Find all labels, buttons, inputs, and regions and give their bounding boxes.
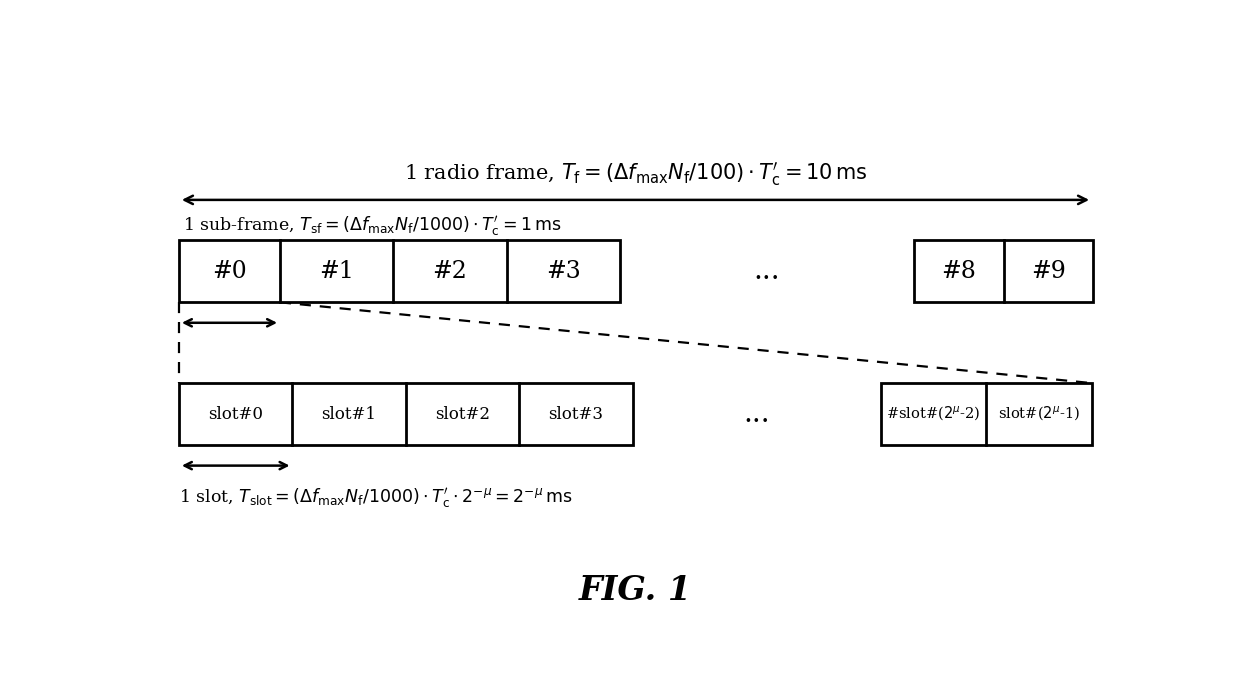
Text: 1 radio frame, $T_{\rm f}=\left(\Delta f_{\rm max}N_{\rm f}/100\right)\cdot T^{\: 1 radio frame, $T_{\rm f}=\left(\Delta f… — [403, 160, 868, 188]
Text: slot#0: slot#0 — [208, 405, 263, 423]
Text: slot#3: slot#3 — [548, 405, 604, 423]
Text: slot#1: slot#1 — [321, 405, 377, 423]
Text: #3: #3 — [546, 260, 580, 283]
Text: #1: #1 — [319, 260, 355, 283]
Bar — [179, 383, 632, 445]
Text: slot#2: slot#2 — [435, 405, 490, 423]
Text: #8: #8 — [941, 260, 976, 283]
Text: slot#($2^{\mu}$-1): slot#($2^{\mu}$-1) — [998, 405, 1080, 424]
Text: 1 sub-frame, $T_{\rm sf}=\left(\Delta f_{\rm max}N_{\rm f}/1000\right)\cdot T^{\: 1 sub-frame, $T_{\rm sf}=\left(\Delta f_… — [182, 214, 562, 237]
Text: #0: #0 — [212, 260, 247, 283]
Text: ...: ... — [743, 400, 770, 428]
Text: 1 slot, $T_{\rm slot}=\left(\Delta f_{\rm max}N_{\rm f}/1000\right)\cdot T^{\pri: 1 slot, $T_{\rm slot}=\left(\Delta f_{\r… — [179, 486, 573, 510]
Text: FIG. 1: FIG. 1 — [579, 574, 692, 607]
Text: #2: #2 — [433, 260, 467, 283]
Text: #slot#($2^{\mu}$-2): #slot#($2^{\mu}$-2) — [887, 405, 981, 424]
Bar — [880, 383, 1092, 445]
Text: ...: ... — [754, 258, 780, 285]
Bar — [179, 240, 620, 302]
Text: #9: #9 — [1030, 260, 1065, 283]
Bar — [914, 240, 1092, 302]
